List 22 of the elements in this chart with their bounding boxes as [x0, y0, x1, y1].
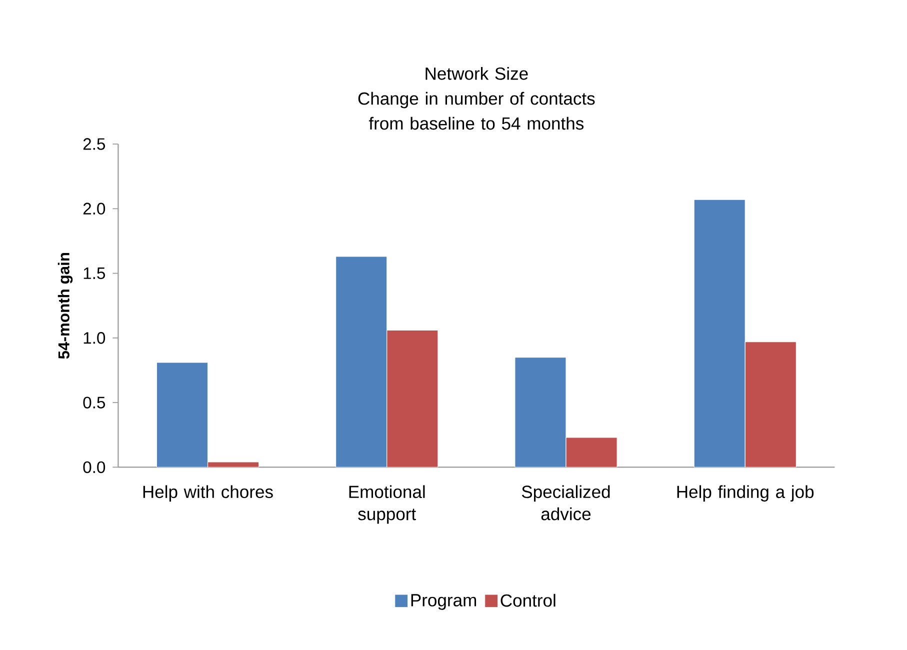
y-tick-label: 0.5 [83, 396, 105, 408]
bar [694, 199, 746, 468]
chart-title: Network Size [426, 66, 528, 80]
legend-label: Program [411, 594, 476, 610]
legend-label: Control [500, 594, 556, 607]
bar [336, 256, 388, 468]
bar [156, 362, 208, 468]
bar [514, 357, 566, 468]
y-tick-label: 2.5 [83, 138, 105, 150]
y-tick-label: 0.0 [83, 461, 106, 474]
x-tick-label: Help finding a job [677, 485, 814, 502]
bar [566, 437, 618, 468]
bar [744, 342, 796, 468]
y-tick-label: 1.0 [84, 332, 106, 344]
x-tick-label: Emotional support [349, 485, 425, 524]
y-axis-title: 54-month gain [58, 252, 73, 359]
x-tick-label: Help with chores [143, 485, 273, 502]
bar [386, 330, 438, 468]
x-tick-label: Specialized advice [522, 485, 610, 520]
y-tick-label: 1.5 [84, 267, 105, 280]
chart-subtitle: Change in number of contacts from baseline to 54 months [358, 92, 595, 130]
y-tick-label: 2.0 [83, 202, 106, 215]
